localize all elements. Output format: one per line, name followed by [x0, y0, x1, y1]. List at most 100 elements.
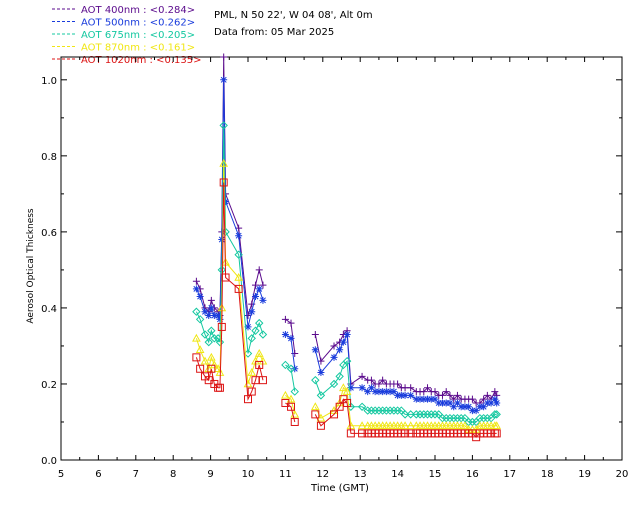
plot-frame [60, 56, 623, 461]
x-tick-label: 5 [58, 469, 64, 480]
point-1020nm [287, 402, 296, 411]
x-tick-label: 16 [466, 469, 479, 480]
point-500nm [394, 391, 402, 399]
point-500nm [201, 308, 209, 316]
point-500nm [311, 346, 319, 354]
point-675nm [357, 402, 367, 411]
x-tick-label: 15 [429, 469, 442, 480]
point-870nm [492, 421, 502, 430]
station-info: PML, N 50 22', W 04 08', Alt 0m [214, 10, 373, 21]
point-1020nm [346, 429, 355, 438]
point-500nm [457, 403, 465, 411]
point-675nm [247, 334, 256, 343]
point-400nm [255, 266, 263, 274]
point-500nm [259, 296, 267, 304]
point-400nm [438, 391, 446, 399]
point-870nm [357, 421, 367, 430]
point-400nm [330, 342, 338, 350]
point-870nm [254, 349, 264, 357]
point-400nm [480, 395, 488, 403]
point-675nm [378, 406, 387, 415]
point-675nm [207, 326, 216, 335]
point-675nm [406, 410, 415, 419]
point-1020nm [406, 429, 415, 438]
point-400nm [220, 53, 228, 61]
point-870nm [206, 352, 216, 361]
point-1020nm [192, 353, 201, 362]
point-400nm [431, 388, 439, 396]
point-675nm [335, 372, 344, 381]
point-500nm [371, 388, 379, 396]
point-500nm [196, 293, 204, 301]
point-675nm [370, 406, 380, 415]
point-500nm [281, 331, 289, 339]
point-500nm [205, 312, 213, 320]
point-1020nm [234, 284, 243, 293]
point-500nm [465, 403, 473, 411]
point-500nm [216, 315, 224, 323]
point-500nm [347, 384, 355, 392]
point-400nm [358, 372, 366, 380]
point-400nm [192, 277, 200, 285]
x-tick-label: 8 [170, 469, 176, 480]
point-400nm [453, 391, 461, 399]
point-500nm [192, 285, 200, 293]
point-500nm [222, 197, 230, 205]
point-870nm [192, 333, 201, 342]
x-tick-label: 20 [616, 469, 629, 480]
point-675nm [251, 326, 260, 335]
legend-entry: AOT 675nm : <0.205> [81, 30, 195, 41]
point-675nm [423, 410, 432, 419]
point-500nm [375, 388, 383, 396]
point-500nm [339, 338, 347, 346]
point-500nm [343, 331, 351, 339]
point-500nm [480, 403, 488, 411]
point-675nm [255, 318, 264, 328]
point-400nm [491, 388, 499, 396]
point-400nm [367, 376, 375, 384]
point-500nm [487, 399, 495, 407]
point-675nm [382, 406, 391, 415]
y-tick-label: 0.4 [41, 304, 57, 315]
point-500nm [431, 395, 439, 403]
point-1020nm [343, 398, 352, 407]
point-675nm [215, 337, 225, 347]
point-1020nm [215, 383, 224, 392]
point-400nm [259, 281, 267, 289]
point-675nm [492, 410, 501, 419]
point-400nm [450, 395, 458, 403]
legend-entry: AOT 1020nm : <0.135> [81, 55, 201, 66]
point-870nm [342, 387, 352, 395]
point-870nm [346, 421, 356, 430]
point-400nm [483, 391, 491, 399]
point-400nm [375, 380, 383, 388]
point-1020nm [196, 364, 205, 373]
point-675nm [400, 410, 410, 419]
point-500nm [390, 388, 398, 396]
point-675nm [210, 334, 219, 343]
point-1020nm [316, 421, 325, 430]
point-500nm [416, 395, 424, 403]
point-1020nm [290, 417, 299, 426]
point-500nm [442, 399, 450, 407]
point-675nm [200, 330, 210, 339]
x-tick-label: 14 [391, 469, 404, 480]
point-1020nm [401, 429, 410, 438]
x-tick-label: 19 [578, 469, 591, 480]
point-870nm [209, 360, 219, 369]
point-870nm [200, 356, 210, 365]
point-500nm [255, 285, 263, 293]
point-870nm [286, 394, 296, 403]
point-870nm [247, 368, 257, 376]
point-1020nm [492, 429, 501, 438]
point-1020nm [219, 178, 228, 187]
point-675nm [234, 250, 243, 259]
point-870nm [460, 421, 470, 430]
series-4 [192, 178, 501, 442]
y-tick-label: 0.2 [41, 380, 57, 391]
point-500nm [420, 395, 428, 403]
point-675nm [316, 391, 326, 400]
point-675nm [393, 406, 402, 415]
point-500nm [287, 334, 295, 342]
